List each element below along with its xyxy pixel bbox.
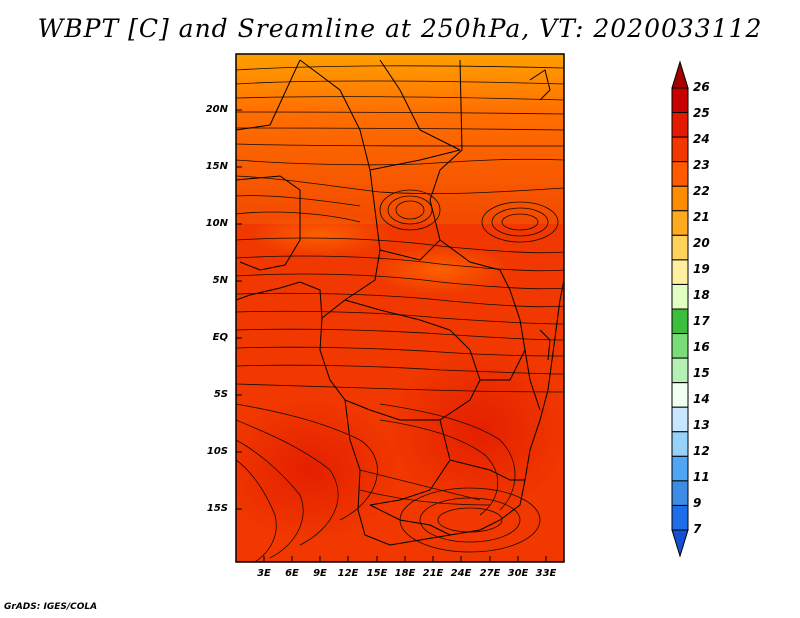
colorbar-swatch — [671, 431, 689, 457]
lon-label: 18E — [394, 568, 416, 579]
colorbar-label: 14 — [693, 392, 710, 406]
lon-label: 30E — [507, 568, 529, 579]
colorbar-swatch — [671, 234, 689, 261]
lon-label: 24E — [450, 568, 472, 579]
colorbar-label: 11 — [693, 470, 710, 484]
colorbar-swatch — [671, 308, 689, 335]
colorbar-bottom-arrow — [671, 529, 689, 558]
lat-label: 10S — [206, 446, 228, 457]
lat-label: EQ — [212, 332, 228, 343]
wbpt-cool-area-west — [250, 213, 390, 257]
colorbar-swatch — [671, 259, 689, 285]
colorbar-swatch — [671, 455, 689, 482]
lat-label: 20N — [205, 104, 228, 115]
lon-label: 15E — [366, 568, 388, 579]
lat-label: 15S — [206, 503, 228, 514]
wbpt-warm-area — [236, 400, 400, 540]
colorbar-swatch — [671, 136, 689, 163]
map-frame — [235, 53, 565, 563]
lon-label: 6E — [285, 568, 299, 579]
colorbar-swatch — [671, 480, 689, 506]
colorbar-swatch — [671, 357, 689, 384]
axis-ticks — [236, 109, 547, 562]
colorbar-swatch — [671, 333, 689, 359]
lat-label: 15N — [205, 161, 228, 172]
colorbar-label: 20 — [693, 236, 710, 250]
colorbar-label: 9 — [693, 496, 702, 510]
map-panel — [236, 54, 564, 562]
country-borders — [236, 59, 564, 546]
colorbar-label: 16 — [693, 340, 710, 354]
lon-label: 27E — [479, 568, 501, 579]
colorbar-label: 19 — [693, 262, 710, 276]
colorbar-label: 24 — [693, 132, 710, 146]
lat-label: 5N — [212, 275, 228, 286]
colorbar-swatch — [671, 210, 689, 236]
colorbar-label: 12 — [693, 444, 710, 458]
colorbar-label: 25 — [693, 106, 710, 120]
colorbar-label: 23 — [693, 158, 710, 172]
colorbar-top-arrow — [671, 60, 689, 89]
colorbar-label: 21 — [693, 210, 710, 224]
wbpt-cool-area — [370, 245, 510, 295]
colorbar-label: 13 — [693, 418, 710, 432]
colorbar-label: 15 — [693, 366, 710, 380]
colorbar-swatch — [671, 112, 689, 138]
lon-label: 33E — [535, 568, 557, 579]
colorbar — [671, 60, 689, 558]
colorbar-label: 7 — [693, 522, 702, 536]
lon-label: 3E — [257, 568, 271, 579]
chart-title: WBPT [C] and Sreamline at 250hPa, VT: 20… — [37, 14, 763, 43]
colorbar-label: 17 — [693, 314, 710, 328]
lon-label: 9E — [313, 568, 327, 579]
colorbar-label: 26 — [693, 80, 710, 94]
lat-label: 10N — [205, 218, 228, 229]
lon-label: 12E — [337, 568, 359, 579]
grads-credit: GrADS: IGES/COLA — [4, 602, 98, 612]
colorbar-swatch — [671, 87, 689, 114]
lat-label: 5S — [213, 389, 228, 400]
colorbar-swatch — [671, 185, 689, 212]
colorbar-swatch — [671, 283, 689, 310]
colorbar-swatch — [671, 161, 689, 187]
colorbar-label: 22 — [693, 184, 710, 198]
colorbar-label: 18 — [693, 288, 710, 302]
wbpt-north-band — [236, 54, 564, 224]
colorbar-swatch — [671, 504, 689, 531]
colorbar-swatch — [671, 382, 689, 408]
colorbar-swatch — [671, 406, 689, 433]
lon-label: 21E — [422, 568, 444, 579]
